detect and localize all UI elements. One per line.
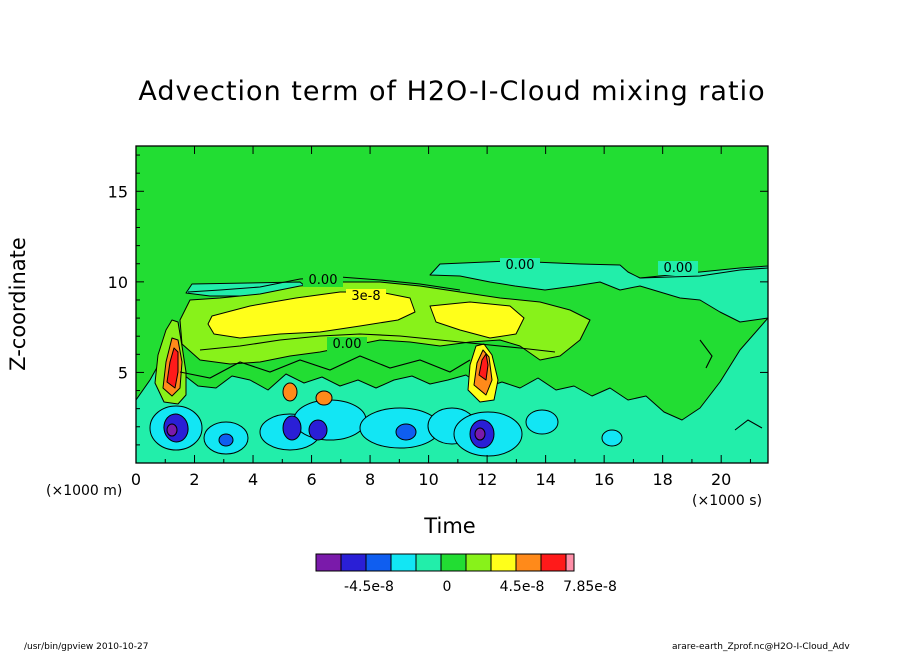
contour-label: 0.00	[664, 261, 693, 276]
colorbar-swatch	[415, 553, 442, 572]
footer-left: /usr/bin/gpview 2010-10-27	[24, 642, 149, 652]
region-cyan	[525, 409, 559, 435]
colorbar-tick-label: 0	[443, 579, 452, 595]
x-tick-label: 0	[131, 470, 141, 489]
colorbar-swatch	[465, 553, 492, 572]
y-tick-label: 5	[118, 363, 128, 382]
x-tick-label: 8	[365, 470, 375, 489]
region-yellow-band	[207, 291, 416, 339]
contour-line	[179, 355, 471, 379]
x-tick-label: 18	[652, 470, 672, 489]
y-axis-label: Z-coordinate	[6, 237, 30, 371]
colorbar-swatch	[565, 553, 575, 572]
core-blue	[308, 419, 328, 441]
contour-label-bg	[303, 273, 343, 287]
region-cyan	[293, 399, 367, 441]
contour-line	[639, 267, 768, 279]
x-tick-label: 6	[306, 470, 316, 489]
colorbar-swatch	[515, 553, 542, 572]
colorbar-tick-label: 4.5e-8	[500, 579, 545, 595]
core-blue	[282, 415, 302, 441]
colorbar-tick-label: -4.5e-8	[344, 579, 394, 595]
colorbar-swatch	[390, 553, 417, 572]
contour-labels: 0.00 3e-8 0.00 0.00 0.00	[303, 258, 698, 352]
x-tick-label: 14	[535, 470, 555, 489]
x-tick-label: 4	[248, 470, 258, 489]
core-purple	[166, 423, 178, 437]
x-axis: 0 2 4 6 8 10 12 14 16 18 20	[131, 146, 751, 489]
core-blue	[395, 423, 417, 441]
colorbar-swatch	[540, 553, 567, 572]
x-tick-label: 16	[594, 470, 614, 489]
colorbar-swatch	[340, 553, 367, 572]
y-tick-label: 10	[108, 273, 128, 292]
contour-label: 0.00	[333, 337, 362, 352]
contour-label: 3e-8	[351, 289, 380, 304]
contour-label: 0.00	[309, 273, 338, 288]
tower-right-red	[478, 353, 489, 381]
y-axis: 5 10 15	[108, 154, 768, 446]
colorbar-swatch	[440, 553, 467, 572]
y-axis-unit: (×1000 m)	[46, 483, 123, 499]
x-axis-unit: (×1000 s)	[692, 493, 763, 509]
plot-area	[136, 146, 768, 463]
colorbar-tick-label: 7.85e-8	[563, 579, 617, 595]
contour-line	[199, 333, 556, 353]
contour-label-bg	[658, 261, 698, 275]
colorbar-swatch	[490, 553, 517, 572]
region-cyan	[601, 429, 623, 447]
footer-right: arare-earth_Zprof.nc@H2O-I-Cloud_Adv	[672, 642, 850, 652]
contour-line	[699, 339, 713, 369]
chart-title: Advection term of H2O-I-Cloud mixing rat…	[138, 76, 766, 107]
x-tick-label: 20	[711, 470, 731, 489]
contour-label-bg	[500, 258, 540, 272]
tower-left-red	[166, 347, 179, 389]
small-orange	[315, 390, 333, 406]
contour-line	[734, 419, 763, 431]
colorbar: -4.5e-8 0 4.5e-8 7.85e-8	[315, 553, 617, 595]
contour-label-bg	[346, 289, 386, 303]
x-axis-label: Time	[424, 514, 476, 538]
contour-label-bg	[327, 337, 367, 351]
core-purple	[474, 427, 486, 441]
colorbar-swatch	[315, 553, 342, 572]
colorbar-swatch	[365, 553, 392, 572]
x-tick-label: 12	[477, 470, 497, 489]
x-tick-label: 10	[418, 470, 438, 489]
small-orange	[282, 382, 298, 402]
x-tick-label: 2	[189, 470, 199, 489]
contour-label: 0.00	[506, 258, 535, 273]
core-blue	[218, 433, 234, 447]
y-tick-label: 15	[108, 182, 128, 201]
region-yellow-band	[429, 301, 525, 339]
plot-frame	[135, 145, 769, 464]
